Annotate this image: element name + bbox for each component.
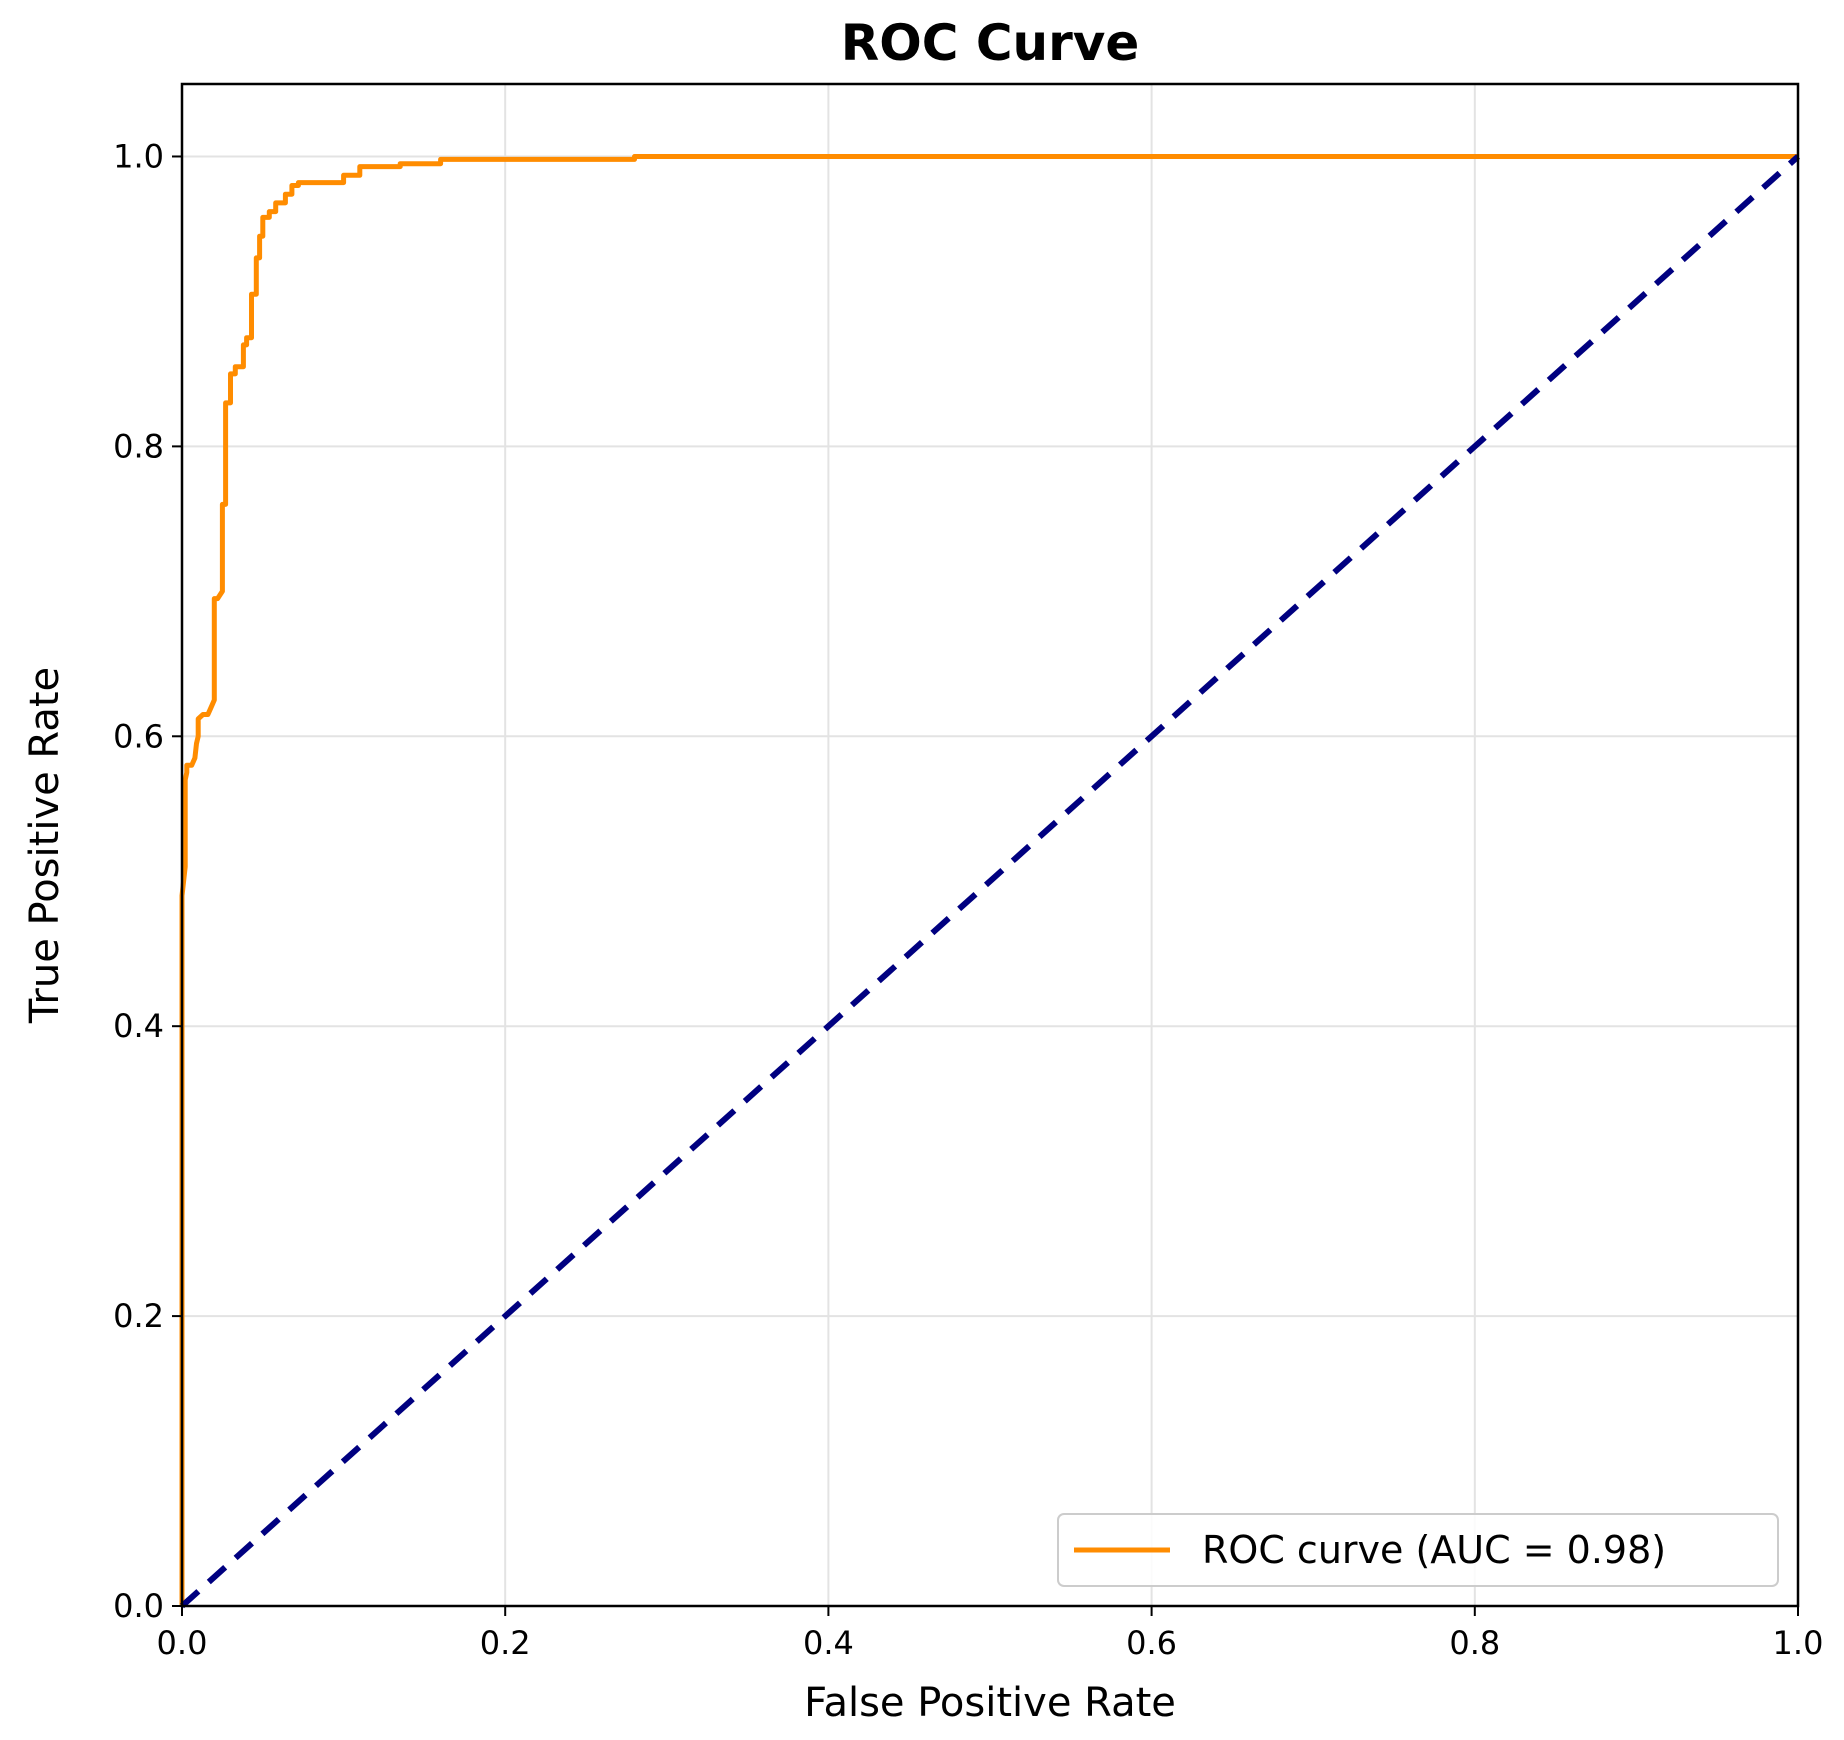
y-tick-label: 0.6 (113, 717, 164, 755)
x-tick-label: 1.0 (1773, 1624, 1824, 1662)
y-tick-label: 0.4 (113, 1007, 164, 1045)
chart-title: ROC Curve (841, 14, 1140, 72)
y-tick-label: 0.2 (113, 1297, 164, 1335)
chance-diagonal-line (179, 154, 1801, 1609)
plot-frame (180, 82, 1800, 1608)
x-axis-label: False Positive Rate (804, 1680, 1176, 1726)
series-layer (179, 154, 1801, 1609)
y-tick-label: 1.0 (113, 137, 164, 175)
legend-box (1057, 1513, 1779, 1587)
x-tick-label: 0.2 (480, 1624, 531, 1662)
legend-label: ROC curve (AUC = 0.98) (1202, 1528, 1666, 1572)
roc-curve-line (179, 154, 1798, 1606)
x-tick-label: 0.6 (1126, 1624, 1177, 1662)
x-tick-label: 0.0 (157, 1624, 208, 1662)
x-tick-label: 0.4 (803, 1624, 854, 1662)
y-tick-label: 0.8 (113, 427, 164, 465)
y-tick-label: 0.0 (113, 1587, 164, 1625)
legend: ROC curve (AUC = 0.98) (1057, 1513, 1779, 1587)
axis-ticks: 0.0 0.2 0.4 0.6 0.8 1.0 0.0 0.2 0.4 0.6 0.8 1.0 (113, 137, 1823, 1662)
x-tick-label: 0.8 (1449, 1624, 1500, 1662)
y-axis-label: True Positive Rate (22, 667, 68, 1024)
